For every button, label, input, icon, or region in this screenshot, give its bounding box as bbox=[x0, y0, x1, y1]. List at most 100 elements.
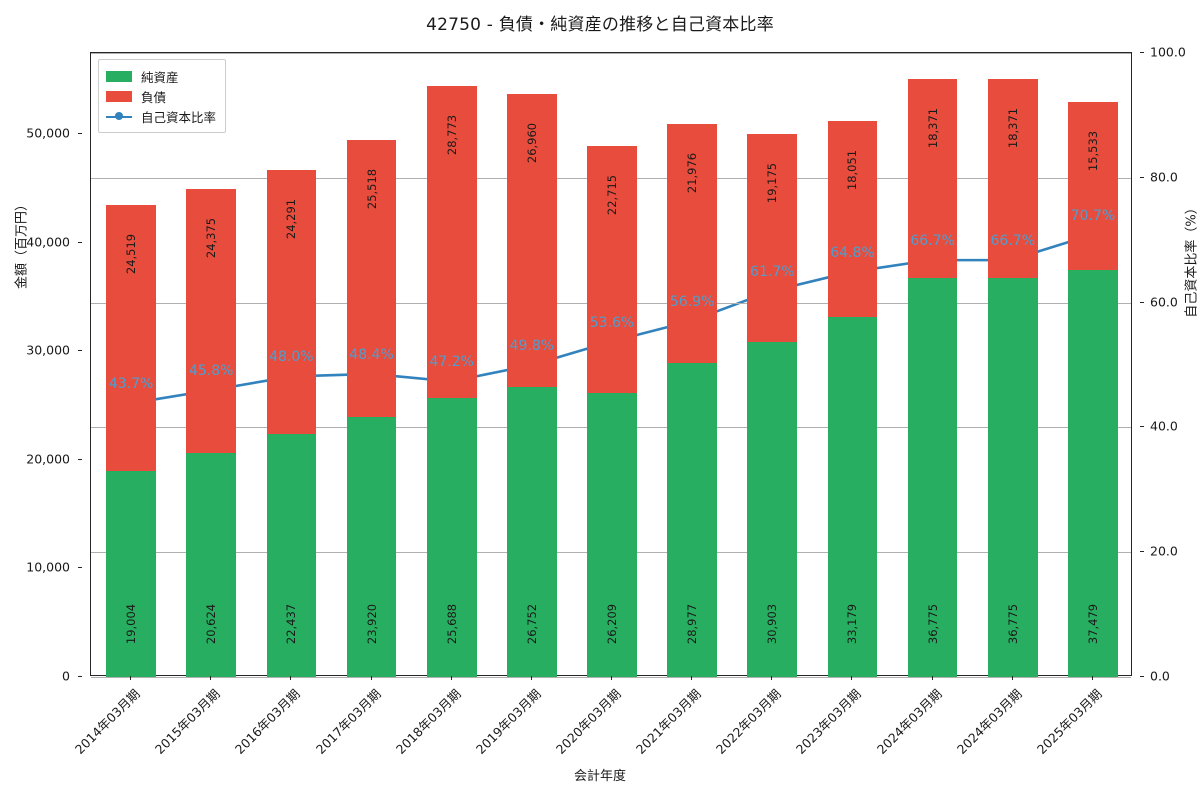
bar-segment-liabilities[interactable]: 24,519 bbox=[106, 204, 156, 471]
plot-area: 19,004 24,519 20,624 24,375 22,437 24,291 23,9… bbox=[90, 52, 1132, 678]
bar-segment-liabilities[interactable]: 19,175 bbox=[747, 133, 798, 342]
bar-group[interactable]: 23,920 25,518 bbox=[346, 53, 397, 677]
bar-group[interactable]: 26,209 22,715 bbox=[587, 53, 637, 677]
bar-group[interactable]: 30,903 19,175 bbox=[747, 53, 798, 677]
bar-segment-liabilities[interactable]: 28,773 bbox=[426, 85, 477, 399]
equity-ratio-value-label: 49.8% bbox=[509, 338, 555, 355]
bar-value-label-liabilities: 24,375 bbox=[204, 217, 219, 258]
bar-group[interactable]: 36,775 18,371 bbox=[987, 53, 1038, 677]
bar-segment-net-assets[interactable]: 36,775 bbox=[987, 277, 1038, 677]
y-axis-left: 0 10,000 20,000 30,000 40,000 50,000 bbox=[0, 52, 82, 684]
bar-group[interactable]: 36,775 18,371 bbox=[907, 53, 958, 677]
legend-item-liabilities[interactable]: 負債 bbox=[106, 86, 216, 106]
x-axis-tick-mark bbox=[370, 676, 372, 680]
bar-group[interactable]: 37,479 15,533 bbox=[1068, 53, 1118, 677]
chart-title: 42750 - 負債・純資産の推移と自己資本比率 bbox=[426, 15, 774, 35]
bar-value-label-net-assets: 28,977 bbox=[685, 603, 700, 645]
bar-segment-liabilities[interactable]: 18,371 bbox=[907, 78, 958, 278]
bar-value-label-liabilities: 28,773 bbox=[444, 114, 459, 156]
x-axis-tick-label: 2018年03月期 bbox=[392, 686, 464, 757]
bar-group[interactable]: 26,752 26,960 bbox=[506, 53, 557, 677]
bar-value-label-liabilities: 18,371 bbox=[1005, 107, 1020, 148]
bar-value-label-net-assets: 26,752 bbox=[524, 603, 539, 645]
y-axis-tick-label: 40,000 bbox=[26, 234, 70, 250]
equity-ratio-value-label: 45.8% bbox=[188, 363, 234, 380]
bar-group[interactable]: 19,004 24,519 bbox=[106, 53, 156, 677]
chart-legend: 純資産 負債 自己資本比率 bbox=[98, 59, 227, 133]
bar-group[interactable]: 25,688 28,773 bbox=[426, 53, 477, 677]
equity-ratio-value-label: 43.7% bbox=[108, 376, 154, 393]
bar-value-label-liabilities: 25,518 bbox=[364, 169, 379, 210]
x-axis-tick-label: 2020年03月期 bbox=[552, 686, 624, 757]
bar-group[interactable]: 22,437 24,291 bbox=[266, 53, 317, 677]
bar-value-label-net-assets: 19,004 bbox=[124, 603, 139, 645]
bar-group[interactable]: 33,179 18,051 bbox=[827, 53, 878, 677]
bar-segment-net-assets[interactable]: 19,004 bbox=[106, 470, 156, 677]
x-axis-tick-mark bbox=[450, 676, 452, 680]
bar-segment-net-assets[interactable]: 36,775 bbox=[907, 277, 958, 677]
x-axis-tick-label: 2014年03月期 bbox=[71, 686, 143, 757]
bar-group[interactable]: 20,624 24,375 bbox=[186, 53, 237, 677]
bar-value-label-net-assets: 37,479 bbox=[1085, 603, 1100, 645]
bar-segment-liabilities[interactable]: 18,371 bbox=[987, 78, 1038, 278]
bar-segment-net-assets[interactable]: 26,752 bbox=[506, 386, 557, 677]
bar-value-label-net-assets: 20,624 bbox=[204, 603, 219, 645]
bar-segment-net-assets[interactable]: 20,624 bbox=[186, 453, 237, 677]
bar-value-label-net-assets: 30,903 bbox=[765, 603, 780, 645]
y2-axis-tick-mark bbox=[1140, 426, 1144, 428]
bar-segment-liabilities[interactable]: 21,976 bbox=[667, 124, 717, 363]
x-axis-tick-label: 2016年03月期 bbox=[232, 686, 304, 757]
y2-axis-tick-label: 40.0 bbox=[1150, 418, 1178, 434]
bar-value-label-net-assets: 22,437 bbox=[284, 603, 299, 645]
equity-ratio-value-label: 61.7% bbox=[750, 263, 795, 280]
x-axis-tick-label: 2019年03月期 bbox=[472, 686, 544, 757]
x-axis-tick-mark bbox=[611, 676, 612, 680]
bar-segment-net-assets[interactable]: 37,479 bbox=[1068, 270, 1118, 677]
y2-axis-tick-label: 20.0 bbox=[1150, 543, 1178, 559]
bar-segment-net-assets[interactable]: 28,977 bbox=[667, 362, 717, 677]
bar-segment-liabilities[interactable]: 18,051 bbox=[827, 121, 878, 317]
bar-value-label-liabilities: 22,715 bbox=[604, 174, 619, 216]
y2-axis-tick-mark bbox=[1140, 52, 1144, 53]
x-axis-tick-label: 2024年03月期 bbox=[953, 686, 1025, 757]
bar-segment-net-assets[interactable]: 25,688 bbox=[426, 398, 477, 677]
legend-swatch-liabilities bbox=[106, 90, 132, 102]
y2-axis-tick-label: 0.0 bbox=[1150, 668, 1170, 684]
x-axis-tick-label: 2023年03月期 bbox=[793, 686, 865, 757]
bar-segment-liabilities[interactable]: 15,533 bbox=[1068, 101, 1118, 271]
bar-segment-liabilities[interactable]: 24,375 bbox=[186, 188, 237, 454]
y2-axis-tick-mark bbox=[1140, 676, 1144, 677]
legend-item-equity-ratio[interactable]: 自己資本比率 bbox=[106, 106, 216, 126]
legend-line-equity-ratio bbox=[106, 111, 132, 122]
x-axis-tick-mark bbox=[851, 676, 853, 680]
bar-value-label-net-assets: 23,920 bbox=[364, 603, 379, 645]
legend-item-net-assets[interactable]: 純資産 bbox=[106, 66, 216, 86]
y2-axis-tick-label: 80.0 bbox=[1150, 169, 1178, 185]
equity-ratio-value-label: 70.7% bbox=[1070, 207, 1116, 224]
bar-segment-liabilities[interactable]: 24,291 bbox=[266, 169, 317, 434]
bar-segment-net-assets[interactable]: 26,209 bbox=[587, 392, 637, 677]
bar-value-label-liabilities: 24,519 bbox=[124, 233, 139, 274]
x-axis-tick-mark bbox=[210, 676, 212, 680]
bar-segment-net-assets[interactable]: 33,179 bbox=[827, 316, 878, 677]
bar-segment-net-assets[interactable]: 23,920 bbox=[346, 417, 397, 677]
bar-value-label-liabilities: 15,533 bbox=[1085, 130, 1100, 171]
gridline bbox=[91, 53, 1131, 54]
y-axis-tick-mark bbox=[78, 133, 82, 135]
y-axis-tick-mark bbox=[78, 458, 82, 460]
bar-segment-liabilities[interactable]: 25,518 bbox=[346, 140, 397, 418]
x-axis-tick-mark bbox=[691, 676, 693, 680]
legend-label-liabilities: 負債 bbox=[141, 89, 167, 105]
bar-segment-liabilities[interactable]: 26,960 bbox=[506, 94, 557, 387]
bar-segment-liabilities[interactable]: 22,715 bbox=[587, 146, 637, 393]
bar-value-label-liabilities: 19,175 bbox=[765, 162, 780, 203]
bar-segment-net-assets[interactable]: 30,903 bbox=[747, 341, 798, 677]
x-axis-tick-label: 2021年03月期 bbox=[633, 686, 704, 757]
y-axis-tick-mark bbox=[78, 350, 82, 352]
legend-label-net-assets: 純資産 bbox=[141, 69, 179, 85]
x-axis-tick-mark bbox=[130, 676, 132, 680]
bar-value-label-liabilities: 21,976 bbox=[685, 152, 700, 194]
bar-segment-net-assets[interactable]: 22,437 bbox=[266, 433, 317, 677]
y-axis-tick-label: 0 bbox=[62, 668, 70, 684]
bar-group[interactable]: 28,977 21,976 bbox=[667, 53, 717, 677]
